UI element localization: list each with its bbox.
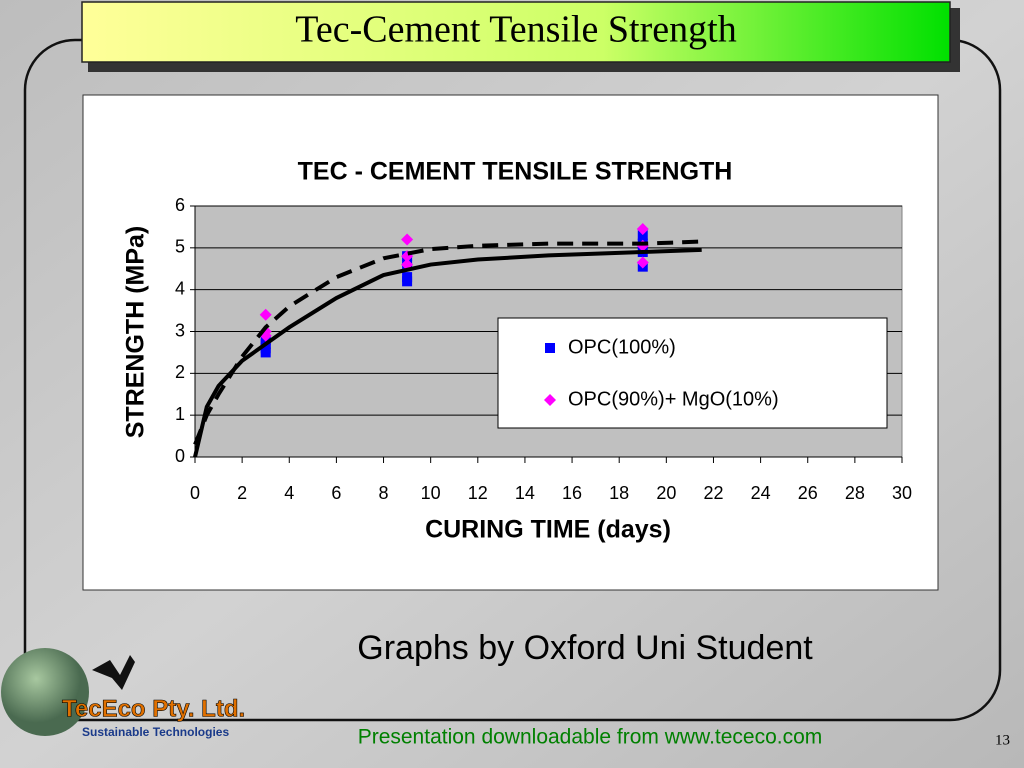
y-tick-label: 5	[175, 237, 185, 257]
legend-box	[497, 317, 888, 429]
x-tick-label: 18	[609, 483, 629, 503]
page-number: 13	[995, 732, 1010, 748]
x-tick-label: 0	[190, 483, 200, 503]
legend-marker	[544, 394, 556, 406]
x-axis-label: CURING TIME (days)	[425, 516, 671, 544]
x-tick-label: 2	[237, 483, 247, 503]
logo-bird	[92, 655, 135, 690]
chart-title: TEC - CEMENT TENSILE STRENGTH	[298, 158, 733, 186]
x-tick-label: 14	[515, 483, 535, 503]
legend-label: OPC(100%)	[568, 336, 676, 358]
legend-marker	[545, 343, 555, 353]
point	[259, 308, 272, 321]
x-tick-label: 12	[468, 483, 488, 503]
x-tick-label: 10	[421, 483, 441, 503]
y-tick-label: 4	[175, 278, 185, 298]
x-tick-label: 28	[845, 483, 865, 503]
trendline	[193, 247, 702, 458]
point	[401, 250, 414, 263]
footer: Presentation downloadable from www.tecec…	[358, 726, 823, 749]
x-tick-label: 4	[284, 483, 294, 503]
point	[636, 256, 649, 269]
caption: Graphs by Oxford Uni Student	[357, 629, 813, 667]
point	[637, 230, 648, 241]
point	[636, 223, 649, 236]
point	[402, 272, 413, 283]
title-box	[81, 1, 951, 63]
point	[401, 233, 414, 246]
logo-name: TecEco Pty. Ltd.	[62, 695, 245, 722]
x-tick-label: 30	[892, 483, 912, 503]
y-tick-label: 6	[175, 195, 185, 215]
y-tick-label: 1	[175, 404, 185, 424]
y-tick-label: 3	[175, 320, 185, 340]
trendline	[193, 239, 702, 446]
y-tick-label: 2	[175, 362, 185, 382]
x-tick-label: 8	[379, 483, 389, 503]
legend-label: OPC(90%)+ MgO(10%)	[568, 388, 779, 410]
slide-title: Tec-Cement Tensile Strength	[295, 9, 736, 51]
logo-globe	[1, 648, 89, 736]
y-tick-label: 0	[175, 446, 185, 466]
x-tick-label: 22	[703, 483, 723, 503]
x-tick-label: 26	[798, 483, 818, 503]
logo-tagline: Sustainable Technologies	[82, 725, 229, 739]
x-tick-label: 6	[331, 483, 341, 503]
x-tick-label: 24	[751, 483, 771, 503]
y-axis-label: STRENGTH (MPa)	[122, 226, 150, 439]
x-tick-label: 20	[656, 483, 676, 503]
x-tick-label: 16	[562, 483, 582, 503]
